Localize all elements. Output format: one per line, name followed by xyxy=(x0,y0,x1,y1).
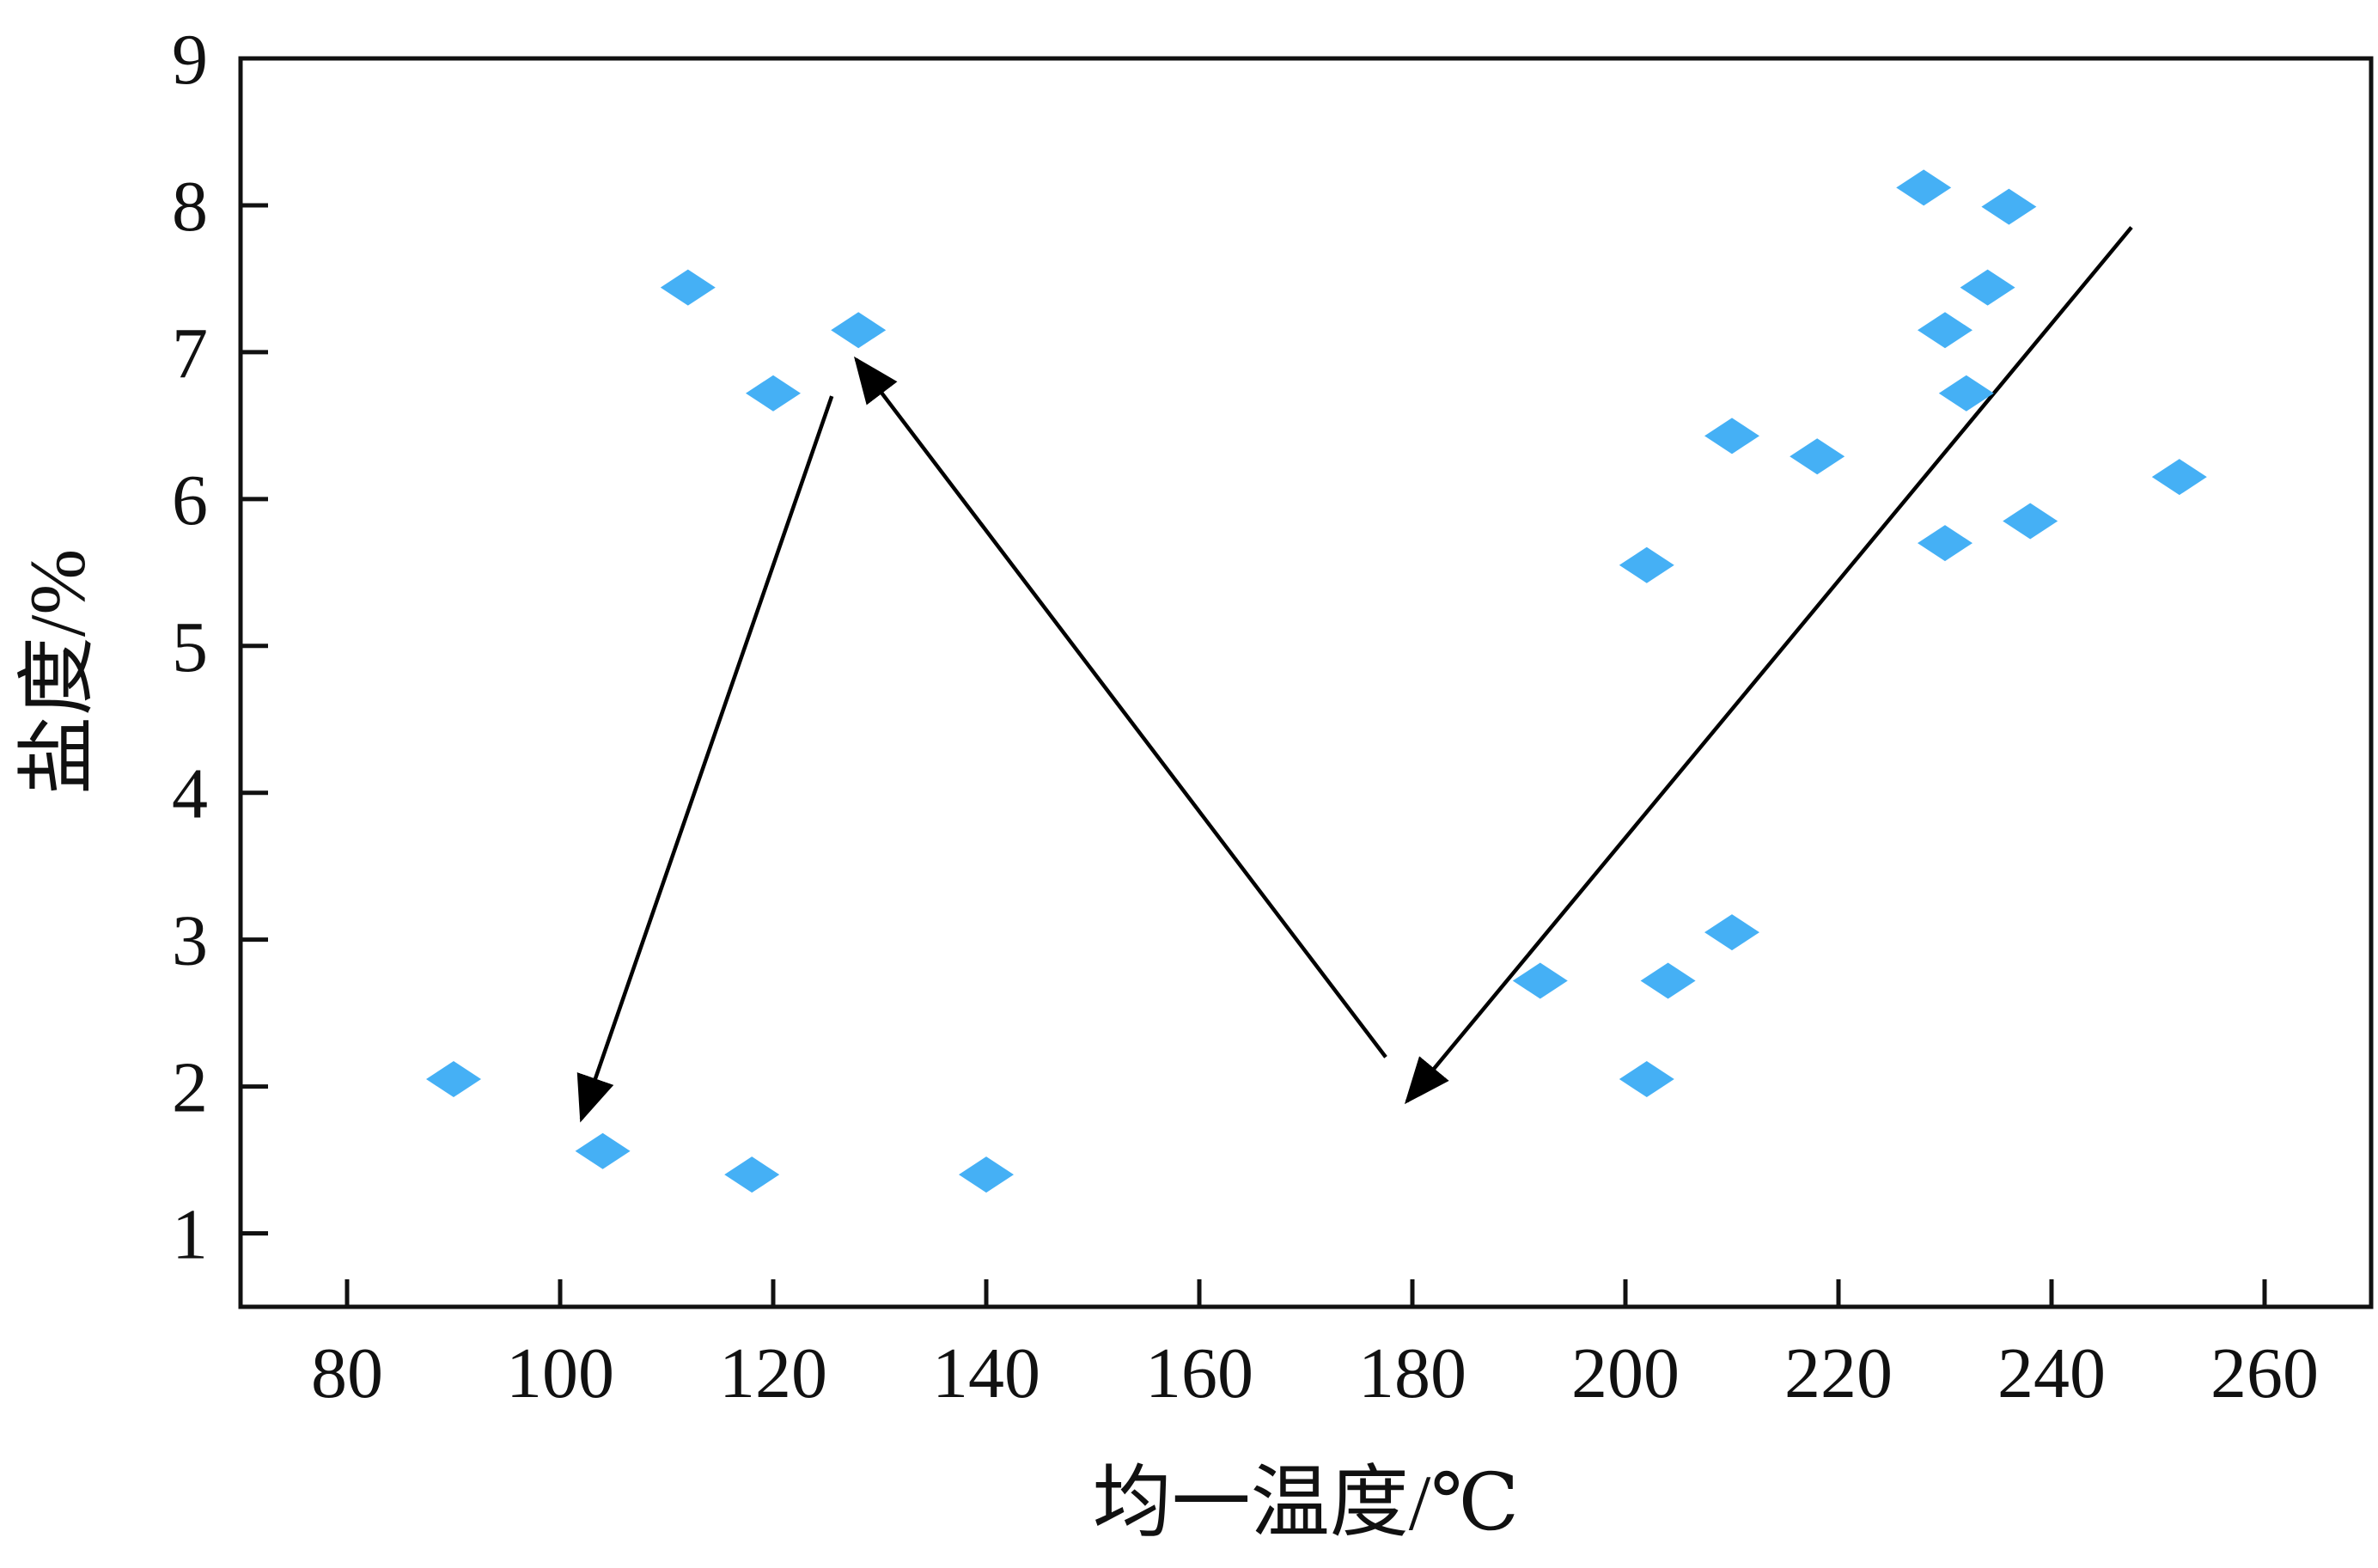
y-tick-label: 1 xyxy=(172,1195,208,1275)
data-point xyxy=(1790,438,1845,475)
data-point xyxy=(1918,525,1973,562)
x-tick-label: 120 xyxy=(719,1333,827,1413)
y-tick-label: 7 xyxy=(172,314,208,394)
data-point xyxy=(1619,546,1674,583)
data-point xyxy=(746,375,801,412)
data-point xyxy=(1896,169,1952,206)
data-points xyxy=(426,169,2207,1193)
x-tick-label: 260 xyxy=(2210,1333,2319,1413)
data-point xyxy=(1512,962,1568,999)
data-point xyxy=(426,1061,481,1098)
y-axis-ticks: 1 2 3 4 5 6 7 8 9 xyxy=(172,20,268,1275)
x-tick-label: 80 xyxy=(311,1333,383,1413)
x-tick-label: 220 xyxy=(1784,1333,1893,1413)
data-point xyxy=(1918,312,1973,349)
y-tick-label: 5 xyxy=(172,607,208,687)
data-point xyxy=(2003,503,2058,540)
data-point xyxy=(1938,375,1994,412)
data-point xyxy=(575,1132,631,1169)
y-tick-label: 6 xyxy=(172,461,208,540)
plot-frame xyxy=(238,56,2374,1309)
data-point xyxy=(724,1156,780,1193)
data-point xyxy=(1619,1061,1674,1098)
y-tick-label: 2 xyxy=(172,1048,208,1128)
x-tick-label: 100 xyxy=(506,1333,614,1413)
y-tick-label: 9 xyxy=(172,20,208,100)
x-axis-title: 均一温度/℃ xyxy=(1093,1459,1519,1547)
y-tick-label: 8 xyxy=(172,167,208,247)
y-axis-title: 盐度/% xyxy=(14,549,101,795)
data-point xyxy=(831,312,887,349)
trend-arrow xyxy=(853,356,1387,1059)
x-tick-label: 180 xyxy=(1358,1333,1466,1413)
data-point xyxy=(959,1156,1014,1193)
data-point xyxy=(1981,188,2037,225)
x-tick-label: 240 xyxy=(1997,1333,2106,1413)
data-point xyxy=(1704,418,1759,455)
trend-arrow xyxy=(576,395,834,1123)
trend-arrows xyxy=(576,226,2133,1123)
data-point xyxy=(1704,914,1759,951)
data-point xyxy=(660,269,716,306)
y-tick-label: 4 xyxy=(172,754,208,834)
x-tick-label: 160 xyxy=(1145,1333,1253,1413)
data-point xyxy=(1640,962,1696,999)
data-point xyxy=(1960,269,2015,306)
trend-arrow xyxy=(1404,226,2133,1105)
y-tick-label: 3 xyxy=(172,901,208,981)
data-point xyxy=(2151,459,2207,496)
x-tick-label: 200 xyxy=(1571,1333,1680,1413)
x-tick-label: 140 xyxy=(932,1333,1040,1413)
x-axis-ticks: 80 100 120 140 160 180 200 220 240 260 xyxy=(311,1279,2319,1413)
